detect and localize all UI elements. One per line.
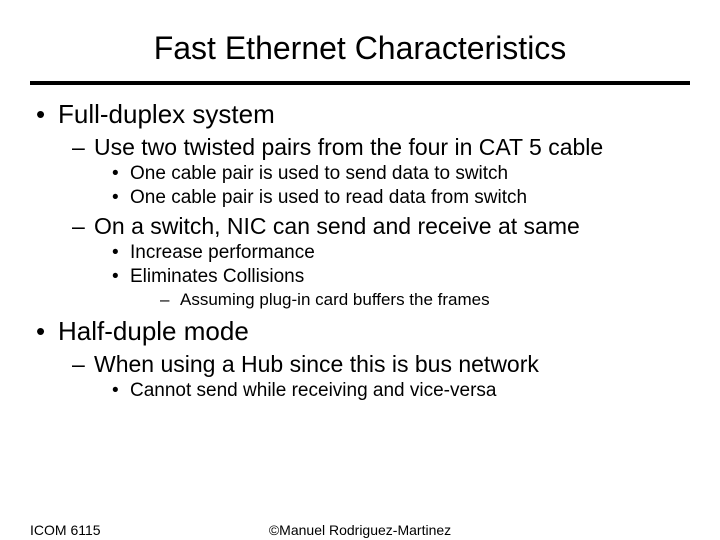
bullet-l1: Half-duple mode (30, 316, 690, 347)
title-rule (30, 81, 690, 85)
footer-copyright: ©Manuel Rodriguez-Martinez (30, 522, 690, 538)
slide-title: Fast Ethernet Characteristics (30, 30, 690, 67)
bullet-l2: Use two twisted pairs from the four in C… (30, 134, 690, 161)
bullet-l3: Eliminates Collisions (30, 266, 690, 288)
bullet-list: Full-duplex system Use two twisted pairs… (30, 99, 690, 402)
bullet-l3: One cable pair is used to send data to s… (30, 163, 690, 185)
bullet-l3: Cannot send while receiving and vice-ver… (30, 380, 690, 402)
bullet-l3: One cable pair is used to read data from… (30, 187, 690, 209)
bullet-l1: Full-duplex system (30, 99, 690, 130)
bullet-l4: Assuming plug-in card buffers the frames (30, 290, 690, 310)
bullet-l2: When using a Hub since this is bus netwo… (30, 351, 690, 378)
bullet-l3: Increase performance (30, 242, 690, 264)
slide: Fast Ethernet Characteristics Full-duple… (0, 0, 720, 540)
bullet-l2: On a switch, NIC can send and receive at… (30, 213, 690, 240)
